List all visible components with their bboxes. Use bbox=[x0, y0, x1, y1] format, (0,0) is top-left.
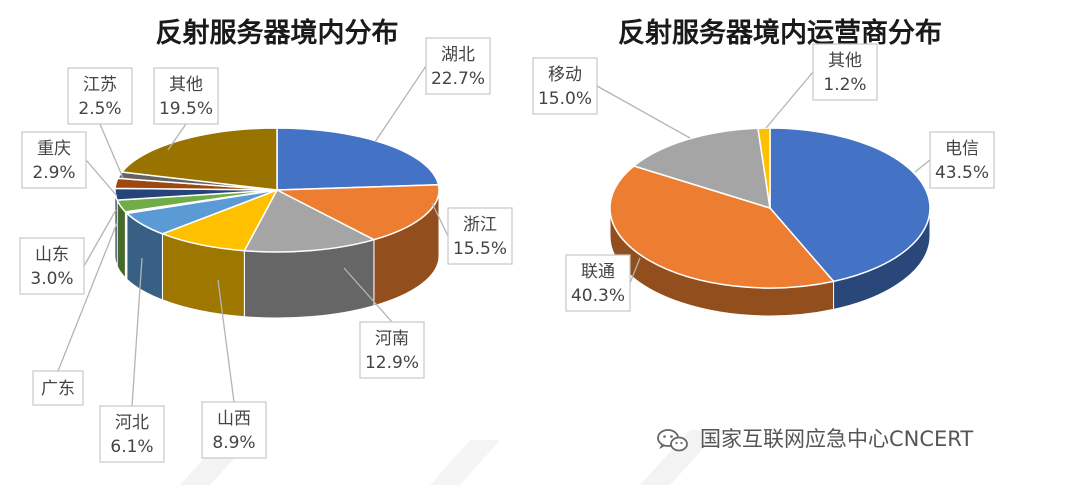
slice-value-label: 15.5% bbox=[453, 239, 507, 259]
watermark: 国家互联网应急中心CNCERT bbox=[657, 427, 973, 452]
label-box bbox=[21, 131, 87, 189]
label-box bbox=[929, 131, 995, 189]
pie-slice-山西 bbox=[160, 188, 279, 252]
slice-label-山西: 山西 8.9% bbox=[201, 401, 267, 459]
label-box bbox=[565, 254, 631, 312]
slice-value-label: 8.9% bbox=[212, 433, 255, 453]
label-box bbox=[812, 43, 878, 101]
slice-label-重庆: 重庆 2.9% bbox=[21, 131, 87, 189]
wechat-icon bbox=[657, 429, 688, 452]
leader-line-浙江 bbox=[431, 202, 449, 237]
leader-line-江苏 bbox=[99, 123, 124, 179]
slice-category-label: 广东 bbox=[41, 379, 75, 399]
slice-label-其他: 其他 19.5% bbox=[153, 67, 219, 125]
leader-line-山西 bbox=[217, 279, 235, 403]
slice-label-联通: 联通 40.3% bbox=[565, 254, 631, 312]
label-box bbox=[19, 237, 85, 295]
slice-category-label: 联通 bbox=[581, 262, 615, 282]
leader-line-移动 bbox=[596, 85, 691, 139]
slice-value-label: 3.0% bbox=[30, 269, 73, 289]
pie-slice-联通 bbox=[609, 165, 835, 289]
slice-label-移动: 移动 15.0% bbox=[532, 57, 598, 115]
label-box bbox=[425, 37, 491, 95]
slice-label-山东: 山东 3.0% bbox=[19, 237, 85, 295]
slice-category-label: 其他 bbox=[169, 75, 203, 95]
label-box bbox=[67, 67, 133, 125]
slice-value-label: 12.9% bbox=[365, 353, 419, 373]
slice-category-label: 电信 bbox=[945, 139, 979, 159]
leader-line-广东 bbox=[57, 222, 118, 372]
slice-category-label: 移动 bbox=[548, 65, 582, 85]
pie-slice-其他 bbox=[120, 127, 278, 191]
slice-category-label: 山西 bbox=[217, 409, 251, 429]
label-box bbox=[153, 67, 219, 125]
slice-value-label: 15.0% bbox=[538, 89, 592, 109]
pie-slice-浙江 bbox=[274, 183, 440, 241]
slice-label-其他: 其他 1.2% bbox=[812, 43, 878, 101]
slice-label-江苏: 江苏 2.5% bbox=[67, 67, 133, 125]
pie-slice-湖北 bbox=[276, 127, 440, 191]
leader-line-湖北 bbox=[374, 65, 427, 143]
watermark-text: 国家互联网应急中心CNCERT bbox=[700, 427, 973, 451]
label-box bbox=[201, 401, 267, 459]
pie-slice-电信 bbox=[769, 127, 931, 283]
leader-line-其他 bbox=[765, 71, 814, 129]
chart-title: 反射服务器境内分布 bbox=[156, 18, 399, 49]
leader-line-河北 bbox=[131, 257, 143, 407]
slice-label-湖北: 湖北 22.7% bbox=[425, 37, 491, 95]
leader-line-山东 bbox=[83, 209, 117, 267]
pie-slice-移动 bbox=[632, 127, 771, 210]
slice-category-label: 重庆 bbox=[37, 139, 71, 159]
slice-value-label: 40.3% bbox=[571, 286, 625, 306]
leader-line-联通 bbox=[629, 257, 641, 284]
slice-category-label: 山东 bbox=[35, 245, 69, 265]
slice-label-广东: 广东 bbox=[32, 370, 84, 406]
leader-line-电信 bbox=[914, 159, 931, 173]
pie-slice-河南 bbox=[243, 188, 376, 253]
slice-value-label: 22.7% bbox=[431, 69, 485, 89]
slice-category-label: 浙江 bbox=[463, 215, 497, 235]
chart-title: 反射服务器境内运营商分布 bbox=[618, 18, 942, 49]
slice-value-label: 2.9% bbox=[32, 163, 75, 183]
label-box bbox=[32, 370, 84, 406]
slice-value-label: 2.5% bbox=[78, 99, 121, 119]
slice-label-电信: 电信 43.5% bbox=[929, 131, 995, 189]
slice-value-label: 43.5% bbox=[935, 163, 989, 183]
slice-category-label: 河北 bbox=[115, 413, 149, 433]
leader-line-重庆 bbox=[85, 159, 118, 197]
slice-label-河北: 河北 6.1% bbox=[99, 405, 165, 463]
slice-label-河南: 河南 12.9% bbox=[359, 321, 425, 379]
slice-category-label: 河南 bbox=[375, 329, 409, 349]
slice-category-label: 江苏 bbox=[83, 75, 117, 95]
leader-line-其他 bbox=[167, 123, 187, 151]
slice-value-label: 1.2% bbox=[823, 75, 866, 95]
leader-line-河南 bbox=[343, 267, 393, 323]
slice-category-label: 其他 bbox=[828, 51, 862, 71]
slice-category-label: 湖北 bbox=[441, 45, 475, 65]
pie-slice-side-山东 bbox=[116, 199, 126, 280]
slice-label-浙江: 浙江 15.5% bbox=[447, 207, 513, 265]
slice-value-label: 19.5% bbox=[159, 99, 213, 119]
label-box bbox=[447, 207, 513, 265]
pie-chart-operator: 反射服务器境内运营商分布 电信 43.5% 联通 40.3% 移动 15.0% 其他 1.2% bbox=[532, 18, 995, 317]
label-box bbox=[532, 57, 598, 115]
label-box bbox=[99, 405, 165, 463]
pie-slice-其他 bbox=[757, 127, 771, 209]
pie-chart-regional: 反射服务器境内分布 湖北 22.7% 浙江 15.5% 河南 12.9% 山西 8.9% 河北 6… bbox=[19, 18, 513, 463]
slice-value-label: 6.1% bbox=[110, 437, 153, 457]
label-box bbox=[359, 321, 425, 379]
